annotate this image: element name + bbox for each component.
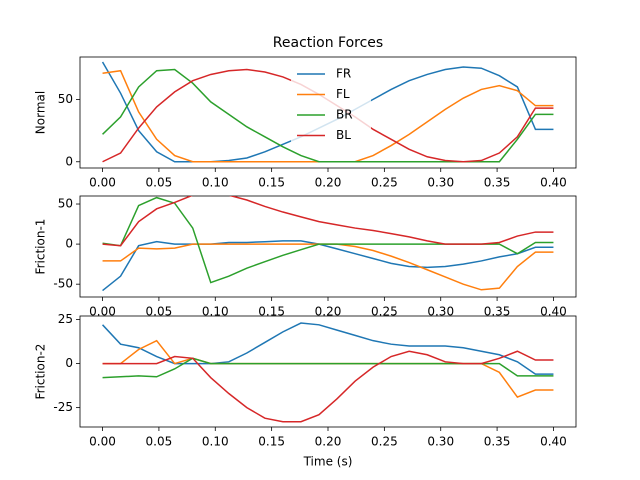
x-tick-label: 0.35 — [484, 176, 511, 190]
y-tick-label: -50 — [53, 277, 73, 291]
line-series — [102, 68, 554, 163]
x-tick-label: 0.05 — [146, 305, 173, 319]
x-tick-label: 0.40 — [540, 176, 567, 190]
y-axis-label: Friction-2 — [34, 344, 48, 400]
line-series — [102, 243, 554, 291]
y-tick-label: -25 — [53, 400, 73, 414]
y-tick-label: 0 — [65, 356, 73, 370]
y-tick-label: 50 — [58, 92, 73, 106]
x-tick-label: 0.25 — [371, 305, 398, 319]
x-tick-label: 0.20 — [315, 435, 342, 449]
x-tick-label: 0.00 — [89, 435, 116, 449]
x-tick-label: 0.25 — [371, 435, 398, 449]
line-series — [102, 350, 554, 423]
y-axis-label: Friction-1 — [34, 219, 48, 275]
x-tick-label: 0.35 — [484, 435, 511, 449]
line-series — [102, 240, 554, 292]
x-tick-label: 0.10 — [202, 176, 229, 190]
line-series — [102, 196, 554, 284]
y-tick-label: 50 — [58, 197, 73, 211]
line-series — [102, 196, 554, 247]
legend-label: BL — [336, 128, 351, 142]
legend-label: FR — [336, 67, 351, 81]
x-tick-label: 0.35 — [484, 305, 511, 319]
y-tick-label: 0 — [65, 154, 73, 168]
x-tick-label: 0.15 — [258, 305, 285, 319]
legend-label: FL — [336, 87, 350, 101]
x-tick-label: 0.30 — [427, 305, 454, 319]
legend-label: BR — [336, 108, 353, 122]
y-axis-label: Normal — [34, 91, 48, 134]
x-tick-label: 0.30 — [427, 176, 454, 190]
x-tick-label: 0.40 — [540, 435, 567, 449]
x-tick-label: 0.20 — [315, 305, 342, 319]
chart-title: Reaction Forces — [273, 35, 383, 51]
y-tick-label: 0 — [65, 237, 73, 251]
x-tick-label: 0.05 — [146, 176, 173, 190]
x-axis-label: Time (s) — [303, 455, 353, 469]
x-tick-label: 0.25 — [371, 176, 398, 190]
y-tick-label: 25 — [58, 312, 73, 326]
x-tick-label: 0.15 — [258, 176, 285, 190]
x-tick-label: 0.05 — [146, 435, 173, 449]
x-tick-label: 0.10 — [202, 305, 229, 319]
x-tick-label: 0.40 — [540, 305, 567, 319]
x-tick-label: 0.15 — [258, 435, 285, 449]
x-tick-label: 0.20 — [315, 176, 342, 190]
line-series — [102, 339, 554, 398]
axes-frame — [79, 315, 577, 428]
x-tick-label: 0.30 — [427, 435, 454, 449]
x-tick-label: 0.00 — [89, 176, 116, 190]
x-tick-label: 0.00 — [89, 305, 116, 319]
legend-box — [291, 62, 371, 150]
x-tick-label: 0.10 — [202, 435, 229, 449]
line-series — [102, 322, 554, 375]
